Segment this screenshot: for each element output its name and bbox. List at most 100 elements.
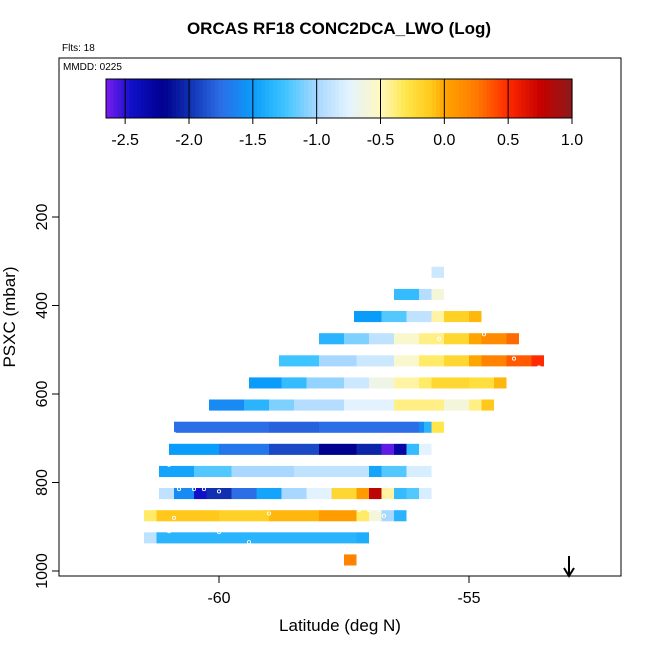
colorbar-segment: [241, 79, 247, 118]
heatmap-cell: [281, 377, 307, 389]
colorbar-segment: [370, 79, 375, 118]
heatmap-cell: [431, 311, 444, 323]
colorbar-segment: [498, 79, 503, 118]
sample-point: [166, 462, 172, 467]
y-tick-label: 600: [34, 381, 51, 408]
colorbar-segment: [195, 79, 200, 118]
heatmap-cell: [431, 288, 444, 300]
sample-point: [366, 547, 372, 552]
heatmap-cell: [294, 465, 369, 477]
heatmap-cell: [306, 377, 344, 389]
colorbar-segment: [537, 79, 542, 118]
colorbar-segment: [509, 79, 515, 118]
colorbar-segment: [265, 79, 270, 118]
sample-point: [201, 487, 207, 492]
heatmap-cell: [381, 465, 407, 477]
colorbar-segment: [315, 79, 321, 118]
sample-point: [246, 540, 252, 545]
sample-point: [191, 487, 197, 492]
sample-point: [166, 529, 172, 534]
sample-point: [266, 511, 272, 516]
colorbar: -2.5 -2.0 -1.5 -1.0 -0.5 0.0 0.5 1.0: [105, 78, 583, 149]
colorbar-segment: [234, 79, 239, 118]
colorbar-segment: [214, 79, 220, 118]
heatmap-cell: [444, 355, 469, 367]
sample-point: [156, 544, 162, 549]
heatmap-cell: [369, 333, 394, 345]
heatmap-cell: [344, 399, 394, 411]
colorbar-segment: [436, 79, 441, 118]
heatmap-cell: [394, 510, 407, 522]
colorbar-segment: [564, 79, 569, 118]
colorbar-segment: [350, 79, 356, 118]
heatmap-cell: [481, 399, 494, 411]
colorbar-segment: [261, 79, 266, 118]
heatmap-cell: [406, 443, 419, 455]
colorbar-segment: [269, 79, 274, 118]
colorbar-segment: [556, 79, 561, 118]
y-tick-label: 400: [34, 292, 51, 319]
heatmap-cell: [156, 510, 219, 522]
colorbar-segment: [494, 79, 499, 118]
heatmap-cell: [431, 377, 469, 389]
colorbar-tick-label: -2.0: [175, 132, 203, 149]
heatmap-cell: [356, 355, 394, 367]
colorbar-segment: [296, 79, 301, 118]
colorbar-segment: [474, 79, 480, 118]
colorbar-segment: [218, 79, 224, 118]
heatmap-cell: [481, 355, 507, 367]
heatmap-cell: [419, 443, 432, 455]
heatmap-cell: [269, 443, 319, 455]
x-axis-label: Latitude (deg N): [279, 616, 401, 635]
colorbar-segment: [300, 79, 305, 118]
sample-point: [506, 387, 512, 392]
heatmap-cell: [159, 465, 194, 477]
heatmap-cell: [219, 443, 269, 455]
colorbar-segment: [206, 79, 212, 118]
heatmap-cell: [369, 488, 382, 500]
colorbar-segment: [513, 79, 519, 118]
colorbar-segment: [179, 79, 185, 118]
heatmap-cell: [269, 421, 319, 433]
colorbar-tick-label: 1.0: [561, 132, 583, 149]
colorbar-segment: [137, 79, 142, 118]
heatmap-cell: [244, 399, 269, 411]
heatmap-cell: [394, 488, 407, 500]
heatmap-cell: [406, 465, 432, 477]
colorbar-segment: [144, 79, 150, 118]
colorbar-segment: [245, 79, 251, 118]
heatmap-cell: [356, 488, 369, 500]
colorbar-segment: [533, 79, 538, 118]
colorbar-segment: [307, 79, 313, 118]
heatmap-cell: [381, 510, 394, 522]
colorbar-segment: [152, 79, 158, 118]
arrow-marker: [563, 556, 575, 578]
sample-point: [421, 413, 427, 418]
colorbar-segment: [502, 79, 507, 118]
sample-point: [341, 506, 347, 511]
colorbar-segment: [106, 79, 111, 118]
colorbar-segment: [125, 79, 130, 118]
arrow-head: [563, 567, 575, 578]
colorbar-segment: [366, 79, 371, 118]
heatmap-cell: [306, 488, 332, 500]
sample-point: [536, 365, 542, 370]
flights-label: Flts: 18: [62, 43, 95, 54]
heatmap-cell: [354, 311, 382, 323]
heatmap-cell: [344, 554, 357, 566]
sample-point: [171, 431, 177, 436]
sample-point: [226, 546, 232, 551]
heatmap-cell: [506, 333, 519, 345]
colorbar-segment: [455, 79, 460, 118]
colorbar-segment: [478, 79, 484, 118]
heatmap-cell: [424, 421, 432, 433]
heatmap-cell: [394, 399, 444, 411]
colorbar-segment: [471, 79, 476, 118]
colorbar-segment: [412, 79, 418, 118]
heatmap-cell: [369, 510, 382, 522]
heatmap-cell: [406, 311, 432, 323]
sample-point: [171, 515, 177, 520]
colorbar-segment: [463, 79, 468, 118]
colorbar-segment: [168, 79, 173, 118]
heatmap-cell: [531, 355, 544, 367]
